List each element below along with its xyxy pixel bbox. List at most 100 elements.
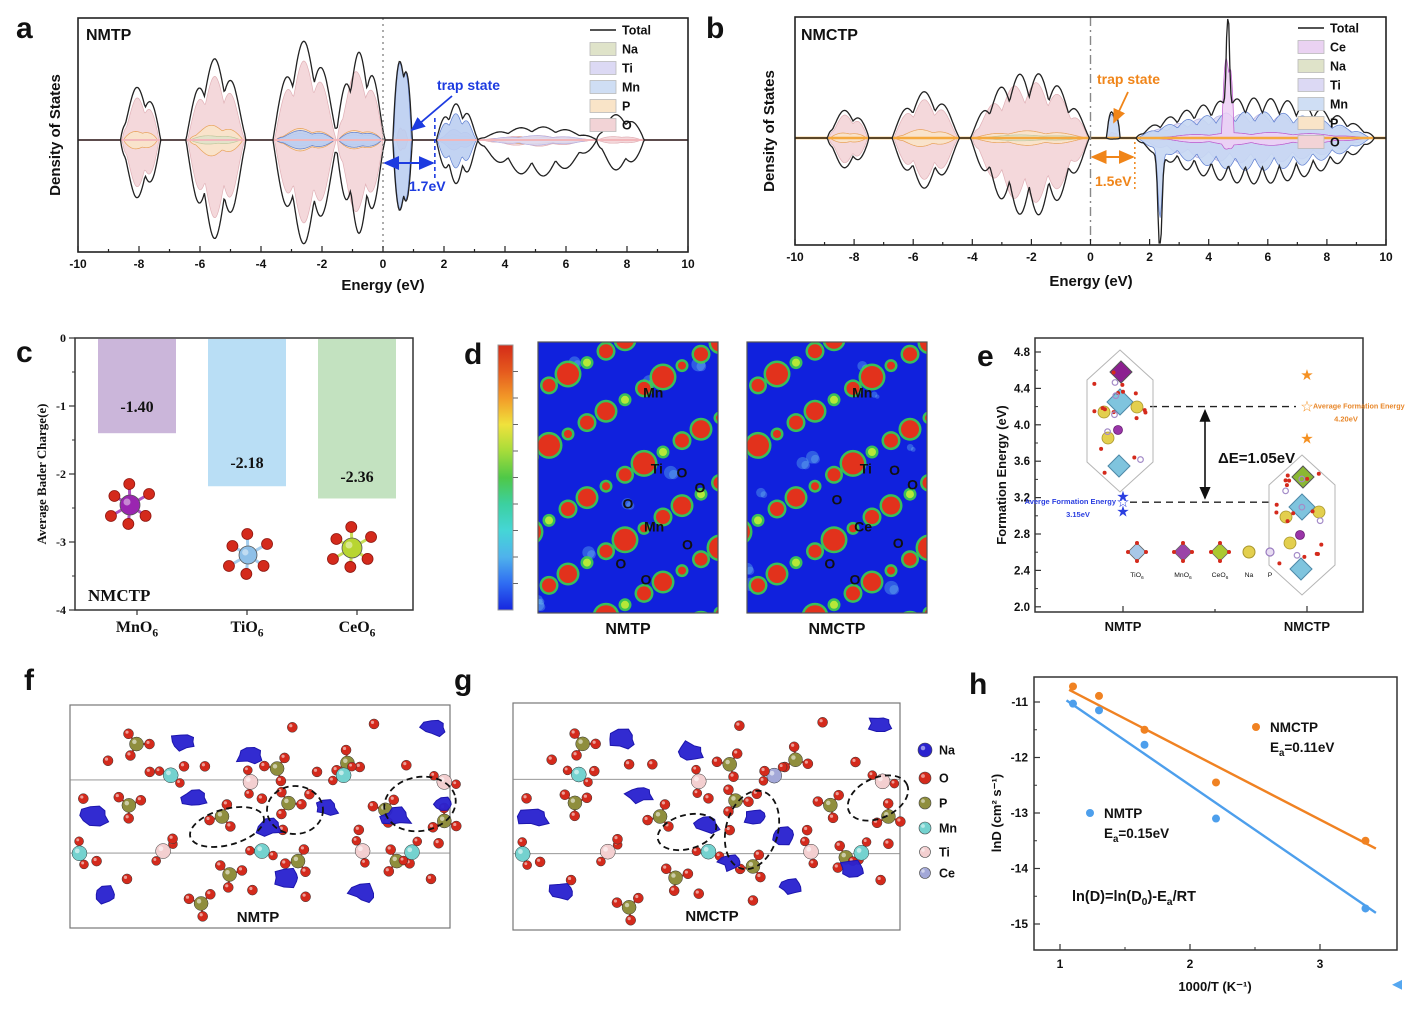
oxygen-atom: [327, 553, 339, 565]
atom-label-O: O: [641, 572, 652, 588]
ti-atom: [436, 774, 453, 790]
atom-core: [808, 544, 822, 558]
atom-core: [559, 565, 577, 583]
atom-core: [524, 450, 537, 463]
ti-atom: [803, 843, 819, 860]
fit-line-NMCTP: [1068, 688, 1377, 850]
nmctp-point-star: ★: [1300, 430, 1313, 447]
x-tick-label: 2: [1187, 957, 1194, 971]
highlight: [403, 762, 407, 766]
highlight: [343, 758, 348, 763]
oxygen-atom: [167, 833, 178, 845]
mn-atom: [853, 845, 870, 861]
oxygen-atom: [759, 765, 770, 777]
atom-core: [545, 516, 553, 525]
atom-core: [751, 578, 765, 593]
highlight: [278, 810, 282, 815]
oxygen-atom: [276, 808, 287, 820]
data-point-NMCTP: [1361, 836, 1370, 845]
o-dot: [1277, 561, 1282, 566]
bar-value-label: -2.18: [230, 455, 263, 472]
oxygen-atom: [569, 728, 580, 739]
atom-core: [637, 586, 651, 601]
o-dot: [1274, 502, 1279, 507]
legend-label-Na: Na: [622, 43, 639, 57]
atom-core: [709, 536, 718, 559]
highlight: [921, 848, 925, 852]
x-tick-label: 0: [380, 257, 387, 271]
highlight: [242, 549, 249, 556]
highlight: [345, 541, 353, 549]
highlight: [247, 847, 250, 851]
oxygen-atom: [139, 509, 152, 522]
highlight: [578, 739, 583, 744]
highlight: [921, 774, 925, 778]
panel-e-letter: e: [977, 340, 994, 373]
oxygen-atom: [682, 868, 694, 880]
faint-smudge: [871, 391, 878, 398]
y-tick-label: 2.8: [1014, 529, 1031, 541]
mn-atom: [1295, 530, 1305, 540]
bader-bar-chart: 0 -1 -2 -3 -4 -1.40 -2.18 -2.36 MnO6 TiO6 CeO6: [56, 331, 414, 640]
mno6-molecule-icon: [105, 478, 155, 530]
atom-ring: [728, 320, 751, 343]
highlight: [877, 876, 881, 881]
highlight: [199, 913, 203, 917]
highlight-ellipse: [656, 812, 718, 852]
highlight: [261, 762, 265, 767]
legend-label-Total: Total: [1330, 22, 1359, 36]
atom-core: [903, 552, 917, 566]
highlight: [93, 857, 97, 862]
oxygen-atom: [259, 760, 270, 772]
oxygen-atom: [827, 812, 839, 824]
atom-core: [849, 524, 857, 533]
highlight: [519, 839, 523, 842]
highlight: [693, 848, 697, 852]
highlight: [124, 800, 130, 806]
na-density-blob: [235, 746, 263, 765]
atom-core: [538, 434, 560, 457]
highlight: [684, 870, 689, 874]
atom-core: [846, 381, 860, 395]
legend-label-Mn: Mn: [939, 822, 957, 836]
na-density-blob: [778, 878, 802, 895]
highlight: [869, 772, 873, 776]
highlight: [356, 763, 360, 767]
oxygen-atom: [121, 873, 133, 885]
y-tick-label: -12: [1011, 751, 1029, 765]
faint-smudge: [696, 361, 707, 372]
highlight: [282, 860, 286, 864]
highlight: [591, 767, 595, 772]
o-dot: [1285, 473, 1290, 478]
mn-atom: [335, 767, 352, 783]
highlight: [603, 846, 608, 852]
na-density-blob: [867, 717, 893, 732]
y-tick-label: 2.4: [1014, 565, 1031, 577]
highlight: [74, 848, 80, 854]
oxygen-atom: [154, 766, 165, 776]
highlight: [180, 763, 185, 767]
heatmap-label-nmctp: NMCTP: [809, 621, 866, 638]
oxygen-atom: [850, 756, 861, 768]
legend-label-Ce: Ce: [939, 867, 955, 881]
atom-core: [747, 434, 769, 457]
highlight: [429, 824, 434, 828]
oxygen-atom: [243, 765, 253, 775]
dos-series-P: [78, 124, 688, 157]
o-dot: [1314, 551, 1319, 556]
atom-label-O: O: [889, 462, 900, 478]
atom-core: [792, 558, 800, 567]
highlight: [755, 851, 759, 855]
legend-label-Ti: Ti: [1330, 79, 1341, 93]
oxygen-atom: [385, 844, 396, 855]
highlight: [635, 894, 639, 899]
highlight: [877, 776, 883, 782]
na-atom: [1130, 400, 1144, 414]
atom-core: [616, 342, 634, 349]
y-tick-label: -1: [56, 399, 66, 413]
y-tick-label: -3: [56, 535, 66, 549]
oxygen-atom: [867, 770, 878, 780]
highlight: [694, 776, 699, 782]
highlight: [123, 875, 128, 879]
na-density-blob: [839, 859, 864, 878]
